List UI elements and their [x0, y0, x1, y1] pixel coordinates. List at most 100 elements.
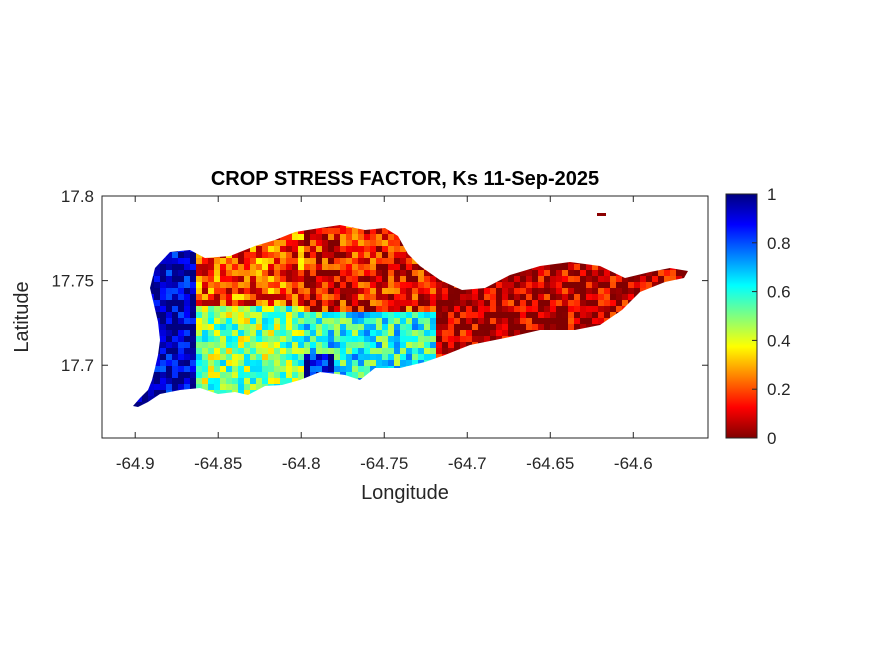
ks-cell [370, 306, 376, 312]
ks-cell [316, 228, 322, 234]
ks-cell [442, 282, 448, 288]
ks-cell [214, 366, 220, 372]
ks-cell [184, 384, 190, 390]
ks-cell [190, 378, 196, 384]
ks-cell [292, 342, 298, 348]
islet [597, 213, 606, 216]
ks-cell [286, 312, 292, 318]
ks-cell [616, 300, 622, 306]
ks-cell [532, 312, 538, 318]
ks-cell [436, 342, 442, 348]
ks-cell [286, 306, 292, 312]
ks-cell [232, 306, 238, 312]
ks-cell [550, 276, 556, 282]
ks-cell [178, 378, 184, 384]
ks-cell [334, 306, 340, 312]
ks-cell [172, 330, 178, 336]
ks-cell [184, 294, 190, 300]
ks-cell [382, 240, 388, 246]
ks-cell [310, 258, 316, 264]
ks-cell [292, 270, 298, 276]
ks-cell [184, 336, 190, 342]
y-tick-label: 17.7 [61, 356, 94, 375]
ks-cell [550, 312, 556, 318]
ks-cell [640, 282, 646, 288]
ks-cell [382, 264, 388, 270]
ks-cell [310, 228, 316, 234]
ks-cell [448, 318, 454, 324]
ks-cell [166, 342, 172, 348]
ks-cell [172, 252, 178, 258]
ks-cell [316, 264, 322, 270]
ks-cell [544, 288, 550, 294]
ks-cell [322, 288, 328, 294]
colorbar-tick-label: 0 [767, 429, 776, 448]
ks-cell [394, 324, 400, 330]
ks-cell [406, 330, 412, 336]
ks-cell [400, 300, 406, 306]
ks-cell [376, 258, 382, 264]
x-tick-label: -64.6 [614, 454, 653, 473]
ks-cell [334, 288, 340, 294]
ks-cell [208, 360, 214, 366]
ks-cell [430, 354, 436, 360]
ks-cell [406, 342, 412, 348]
ks-cell [520, 288, 526, 294]
ks-cell [346, 246, 352, 252]
ks-cell [196, 366, 202, 372]
ks-cell [244, 348, 250, 354]
ks-cell [406, 312, 412, 318]
ks-cell [448, 342, 454, 348]
ks-cell [178, 276, 184, 282]
ks-cell [256, 360, 262, 366]
ks-cell [346, 264, 352, 270]
ks-cell [676, 270, 682, 276]
ks-cell [316, 318, 322, 324]
ks-cell [292, 312, 298, 318]
ks-cell [238, 258, 244, 264]
ks-cell [436, 294, 442, 300]
ks-cell [328, 348, 334, 354]
ks-cell [454, 324, 460, 330]
ks-cell [148, 396, 154, 402]
ks-cell [586, 264, 592, 270]
ks-cell [670, 270, 676, 276]
ks-cell [508, 282, 514, 288]
ks-cell [268, 276, 274, 282]
ks-cell [220, 282, 226, 288]
ks-cell [202, 378, 208, 384]
ks-cell [226, 264, 232, 270]
ks-cell [574, 324, 580, 330]
ks-cell [232, 312, 238, 318]
ks-cell [280, 366, 286, 372]
ks-cell [514, 282, 520, 288]
ks-cell [514, 312, 520, 318]
ks-cell [574, 282, 580, 288]
ks-cell [244, 336, 250, 342]
ks-cell [250, 294, 256, 300]
ks-cell [280, 264, 286, 270]
ks-cell [586, 282, 592, 288]
ks-cell [490, 318, 496, 324]
ks-cell [256, 264, 262, 270]
colorbar-tick-label: 0.2 [767, 380, 791, 399]
ks-cell [262, 324, 268, 330]
ks-cell [244, 276, 250, 282]
ks-cell [292, 240, 298, 246]
ks-cell [412, 276, 418, 282]
ks-cell [532, 288, 538, 294]
ks-cell [484, 288, 490, 294]
ks-cell [250, 348, 256, 354]
ks-cell [436, 318, 442, 324]
ks-cell [340, 354, 346, 360]
ks-cell [544, 318, 550, 324]
ks-cell [310, 324, 316, 330]
ks-cell [376, 276, 382, 282]
ks-cell [364, 270, 370, 276]
ks-cell [514, 294, 520, 300]
ks-cell [466, 312, 472, 318]
ks-cell [550, 300, 556, 306]
ks-cell [352, 330, 358, 336]
ks-cell [484, 330, 490, 336]
ks-cell [532, 324, 538, 330]
